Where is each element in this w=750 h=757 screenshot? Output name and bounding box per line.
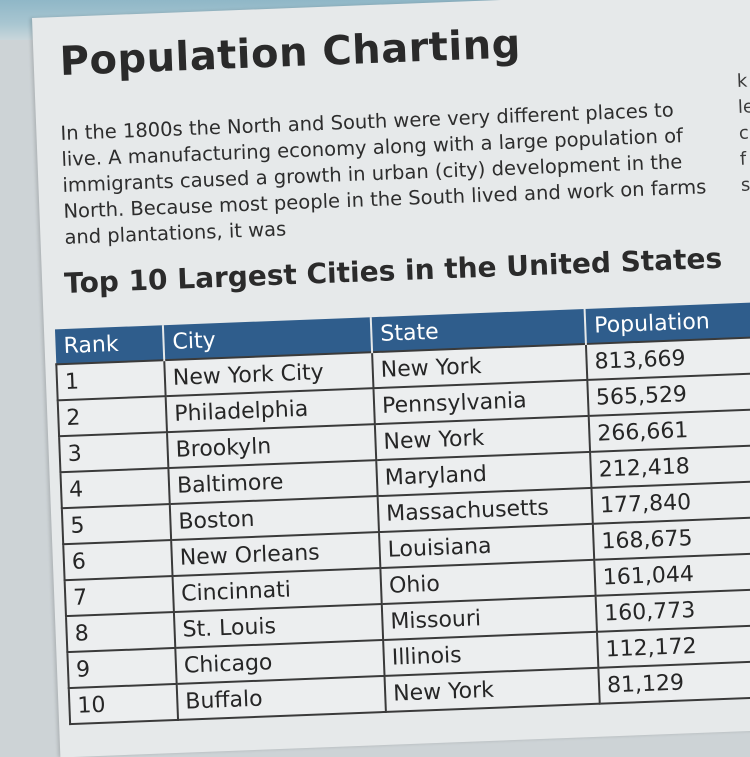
cell-rank: 2 [57,396,167,437]
cell-population: 161,044 [594,552,750,596]
cell-rank: 8 [65,611,176,653]
cell-rank: 3 [59,432,169,473]
cell-population: 81,129 [598,660,750,704]
worksheet-page: Population Charting In the 1800s the Nor… [32,0,750,757]
cell-population: 565,529 [587,373,750,416]
cell-rank: 9 [67,647,177,689]
intro-paragraph: In the 1800s the North and South were ve… [60,98,707,249]
cell-rank: 10 [68,683,179,725]
cities-table: Rank City State Population 1 New York Cit… [54,302,750,725]
side-fragment: c [738,122,750,144]
table-body: 1 New York City New York 813,669 2 Philadelph… [56,337,750,725]
cell-population: 168,675 [592,516,750,560]
side-fragment: k [736,70,748,92]
cell-population: 212,418 [590,444,750,488]
cell-rank: 5 [61,504,172,545]
cell-rank: 4 [60,468,170,509]
page-title: Population Charting [58,21,522,85]
cell-rank: 1 [56,360,166,401]
cell-state: New York [384,667,600,712]
cut-off-side-column: k le c f s [736,68,750,199]
cell-rank: 6 [63,540,173,581]
cell-city: Buffalo [176,675,386,720]
side-fragment: f [739,148,747,170]
side-fragment: s [740,174,750,196]
cell-population: 112,172 [596,624,750,668]
cell-rank: 7 [64,576,174,617]
table-title: Top 10 Largest Cities in the United Stat… [63,241,723,300]
header-rank: Rank [54,325,165,365]
side-fragment: le [737,96,750,118]
cell-population: 160,773 [595,588,750,632]
cell-population: 177,840 [591,480,750,524]
cell-population: 266,661 [588,409,750,452]
cell-population: 813,669 [585,337,750,380]
